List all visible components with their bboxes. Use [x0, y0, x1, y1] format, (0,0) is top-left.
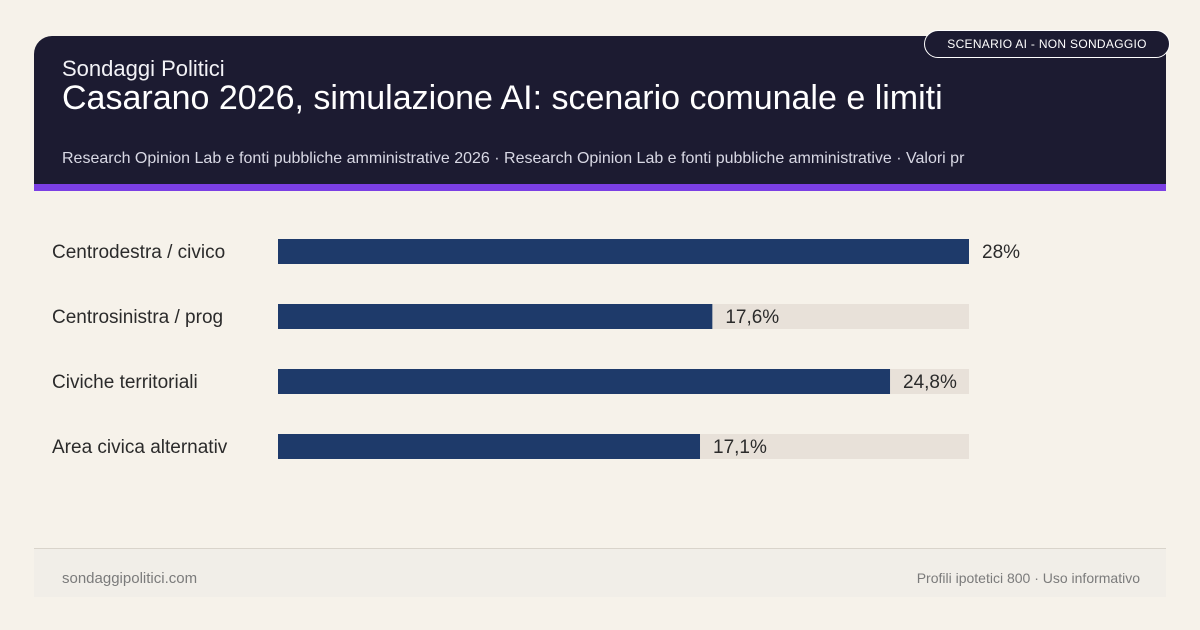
footer-note: Profili ipotetici 800 · Uso informativo [916, 570, 1140, 586]
bar-row: Area civica alternativ 17,1% [52, 434, 969, 459]
value-label: 24,8% [903, 372, 957, 393]
footer-site-link[interactable]: sondaggipolitici.com [62, 570, 198, 587]
page-subtitle: Research Opinion Lab e fonti pubbliche a… [62, 150, 965, 167]
bar-row: Centrosinistra / prog 17,6% [52, 304, 969, 329]
value-label: 17,1% [713, 437, 767, 458]
category-label: Area civica alternativ [52, 437, 228, 458]
header-accent-bar [34, 184, 1166, 191]
scenario-badge: SCENARIO AI - NON SONDAGGIO [924, 30, 1170, 58]
bar [278, 304, 713, 329]
bar-row: Civiche territoriali 24,8% [52, 369, 969, 394]
value-label: 17,6% [725, 307, 779, 328]
bar [278, 369, 891, 394]
category-label: Civiche territoriali [52, 372, 198, 393]
category-label: Centrodestra / civico [52, 242, 225, 263]
page-title: Casarano 2026, simulazione AI: scenario … [62, 79, 943, 117]
bar-chart: Centrodestra / civico 28% Centrosinistra /… [52, 239, 1020, 459]
footer: sondaggipolitici.com Profili ipotetici 8… [34, 548, 1166, 597]
brand-name: Sondaggi Politici [62, 56, 225, 81]
value-label: 28% [982, 242, 1020, 263]
bar [278, 434, 701, 459]
header-banner: Sondaggi Politici Casarano 2026, simulaz… [34, 36, 1166, 184]
bar [278, 239, 969, 264]
category-label: Centrosinistra / prog [52, 307, 223, 328]
bar-row: Centrodestra / civico 28% [52, 239, 1020, 264]
